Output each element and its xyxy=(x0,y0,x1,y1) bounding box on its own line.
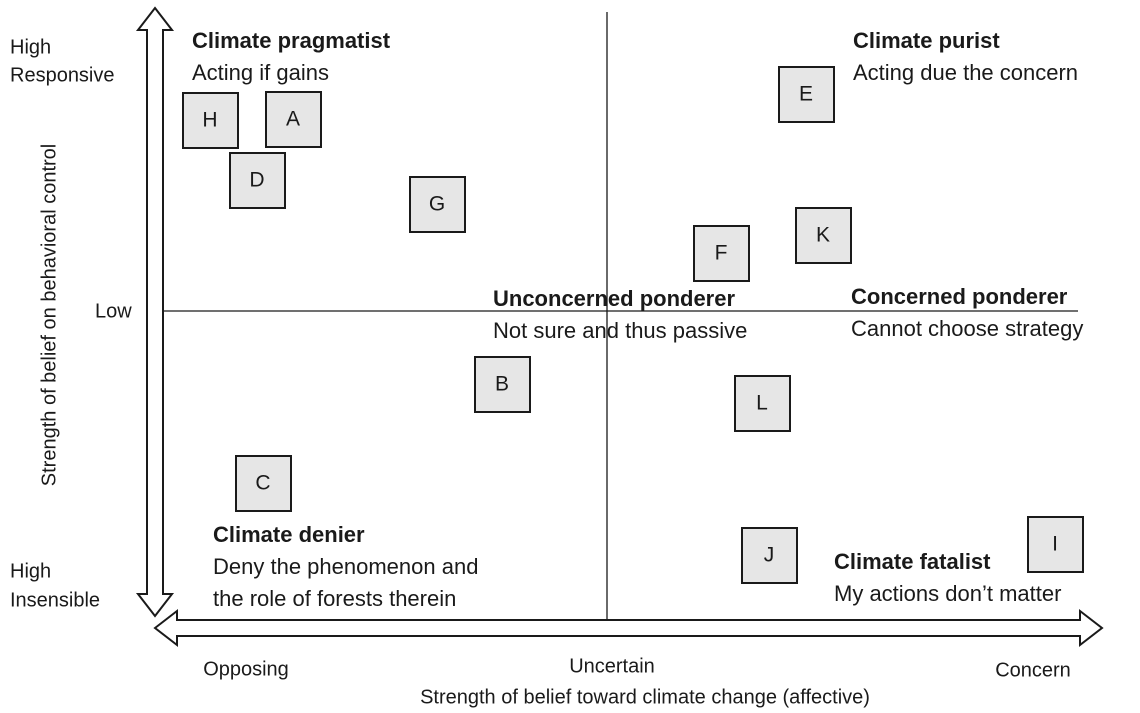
quadrant-title: Climate fatalist xyxy=(834,549,991,574)
x-right-label: Concern xyxy=(995,659,1071,681)
quadrant-description: Deny the phenomenon and xyxy=(213,554,478,579)
quadrant-title: Unconcerned ponderer xyxy=(493,286,735,311)
box xyxy=(1027,516,1084,573)
y-top-label: Responsive xyxy=(10,64,115,86)
x-middle-label: Uncertain xyxy=(569,655,655,677)
box xyxy=(693,225,750,282)
x-left-label: Opposing xyxy=(203,658,289,680)
box-label: C xyxy=(255,472,270,495)
y-bottom-label: High xyxy=(10,560,51,582)
box xyxy=(182,92,239,149)
box xyxy=(741,527,798,584)
y-bottom-label: Insensible xyxy=(10,589,100,611)
box-label: E xyxy=(799,83,813,106)
quadrant-description: My actions don’t matter xyxy=(834,581,1061,606)
box-label: J xyxy=(764,544,775,567)
box xyxy=(265,91,322,148)
box-label: F xyxy=(715,242,728,265)
y-top-label: High xyxy=(10,36,51,58)
box xyxy=(474,356,531,413)
boxes: H A D G E F K B L C J I xyxy=(182,66,1084,584)
quadrant-description: Acting due the concern xyxy=(853,60,1078,85)
y-axis-title: Strength of belief on behavioral control xyxy=(38,144,60,486)
box xyxy=(795,207,852,264)
box-label: H xyxy=(202,109,217,132)
box-label: D xyxy=(249,169,264,192)
box-label: L xyxy=(756,392,768,415)
box xyxy=(235,455,292,512)
box xyxy=(409,176,466,233)
box-label: A xyxy=(286,108,300,131)
box-label: B xyxy=(495,373,509,396)
x-axis-title: Strength of belief toward climate change… xyxy=(420,686,870,708)
box-label: I xyxy=(1052,533,1058,556)
quadrant-title: Climate purist xyxy=(853,28,1000,53)
quadrant-labels: Climate pragmatist Acting if gains Climate… xyxy=(192,28,1083,611)
box xyxy=(229,152,286,209)
quadrant-title: Climate denier xyxy=(213,522,365,547)
quadrant-description: the role of forests therein xyxy=(213,586,456,611)
box xyxy=(778,66,835,123)
quadrant-description: Cannot choose strategy xyxy=(851,316,1083,341)
y-axis-arrow xyxy=(135,6,175,618)
quadrant-title: Concerned ponderer xyxy=(851,284,1068,309)
quadrant-description: Not sure and thus passive xyxy=(493,318,747,343)
quadrant-title: Climate pragmatist xyxy=(192,28,391,53)
box xyxy=(734,375,791,432)
box-label: K xyxy=(816,224,830,247)
x-axis-arrow xyxy=(153,608,1104,648)
y-middle-label: Low xyxy=(95,300,132,322)
quadrant-description: Acting if gains xyxy=(192,60,329,85)
box-label: G xyxy=(429,193,445,216)
